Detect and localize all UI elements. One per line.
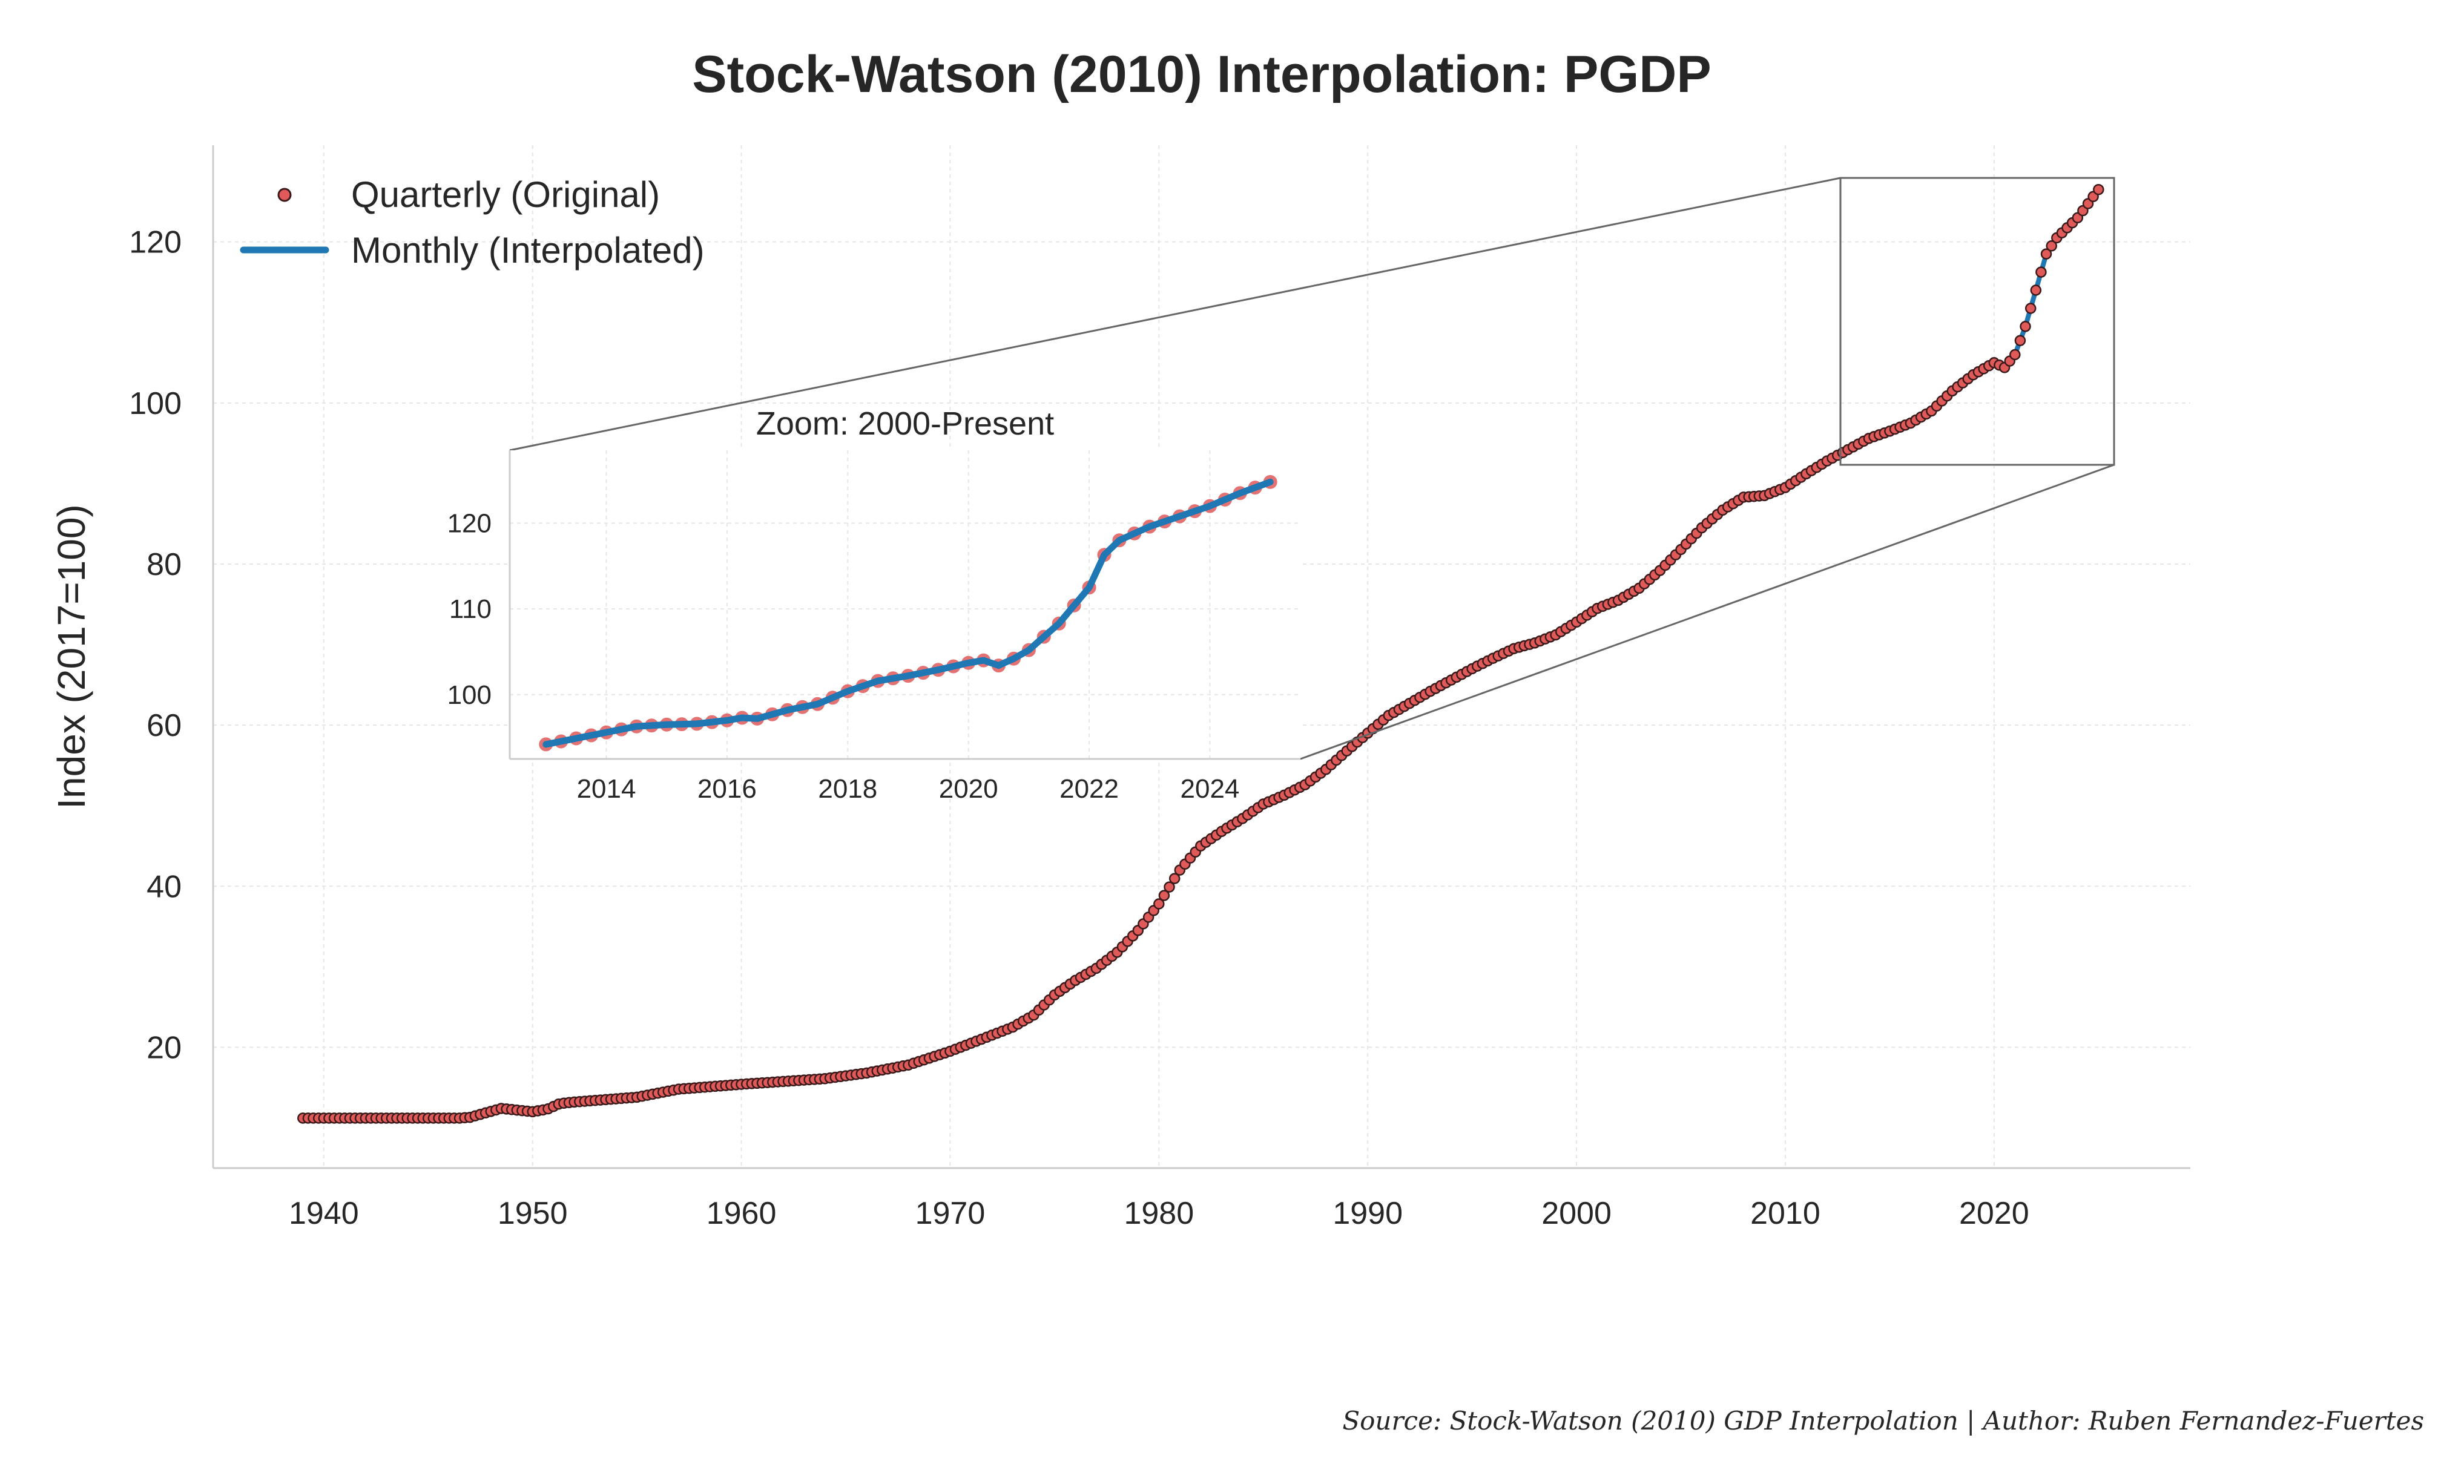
inset-x-tick-labels: 2014 2016 2018 2020 2022 2024 bbox=[577, 774, 1240, 804]
y-tick-label: 20 bbox=[147, 1030, 182, 1065]
inset-x-tick-label: 2018 bbox=[818, 774, 877, 804]
chart-title: Stock-Watson (2010) Interpolation: PGDP bbox=[692, 45, 1711, 103]
y-tick-label: 80 bbox=[147, 547, 182, 582]
quarterly-marker bbox=[2040, 248, 2052, 260]
inset-y-tick-label: 110 bbox=[449, 594, 492, 624]
inset-y-tick-labels: 100 110 120 bbox=[447, 508, 492, 709]
quarterly-marker bbox=[2030, 284, 2042, 296]
quarterly-marker bbox=[1168, 873, 1181, 884]
x-tick-label: 1940 bbox=[289, 1196, 359, 1231]
x-tick-label: 1960 bbox=[707, 1196, 777, 1231]
quarterly-marker bbox=[2093, 183, 2104, 195]
y-tick-label: 40 bbox=[147, 869, 182, 904]
inset-x-tick-label: 2016 bbox=[697, 774, 757, 804]
legend-marker-quarterly bbox=[277, 188, 292, 202]
y-axis-label: Index (2017=100) bbox=[50, 504, 93, 809]
y-tick-label: 60 bbox=[147, 708, 182, 743]
legend-label-monthly: Monthly (Interpolated) bbox=[351, 230, 705, 271]
inset-monthly-line bbox=[542, 478, 1274, 748]
inset-background bbox=[510, 450, 1300, 759]
quarterly-original-markers bbox=[297, 183, 2104, 1124]
y-tick-label: 120 bbox=[129, 225, 182, 260]
legend-label-quarterly: Quarterly (Original) bbox=[351, 174, 660, 215]
zoom-inset: 2014 2016 2018 2020 2022 2024 100 110 120 Zoom:… bbox=[447, 405, 1300, 804]
quarterly-marker bbox=[2035, 266, 2047, 278]
quarterly-marker bbox=[2020, 321, 2031, 332]
x-tick-label: 2010 bbox=[1750, 1196, 1820, 1231]
y-tick-labels: 20 40 60 80 100 120 bbox=[129, 225, 182, 1066]
x-tick-label: 2020 bbox=[1959, 1196, 2029, 1231]
inset-x-tick-label: 2022 bbox=[1059, 774, 1119, 804]
x-tick-label: 1990 bbox=[1332, 1196, 1403, 1231]
inset-title: Zoom: 2000-Present bbox=[756, 405, 1054, 442]
zoom-connector-bottom bbox=[1300, 464, 2115, 760]
quarterly-marker bbox=[1158, 890, 1170, 901]
inset-y-tick-label: 120 bbox=[447, 508, 492, 538]
inset-y-tick-label: 100 bbox=[447, 680, 492, 710]
quarterly-marker bbox=[2009, 349, 2021, 361]
quarterly-marker bbox=[2024, 303, 2037, 314]
main-axes bbox=[212, 145, 2190, 1169]
quarterly-marker bbox=[2014, 335, 2026, 346]
zoom-indicator bbox=[509, 177, 2115, 760]
x-tick-label: 1980 bbox=[1124, 1196, 1194, 1231]
zoom-region-box bbox=[1839, 177, 2115, 466]
inset-x-tick-label: 2014 bbox=[577, 774, 636, 804]
quarterly-marker bbox=[1164, 881, 1175, 893]
main-series bbox=[297, 183, 2104, 1124]
legend: Quarterly (Original) Monthly (Interpolat… bbox=[240, 174, 705, 271]
inset-gridlines bbox=[510, 450, 1300, 759]
x-tick-label: 1950 bbox=[498, 1196, 568, 1231]
y-tick-label: 100 bbox=[129, 386, 182, 421]
source-note: Source: Stock-Watson (2010) GDP Interpol… bbox=[1342, 1406, 2424, 1436]
quarterly-marker bbox=[1153, 898, 1165, 910]
x-tick-labels: 1940 1950 1960 1970 1980 1990 2000 2010 2020 bbox=[289, 1196, 2029, 1231]
inset-x-tick-label: 2020 bbox=[939, 774, 998, 804]
inset-x-tick-label: 2024 bbox=[1181, 774, 1240, 804]
zoom-connector-top bbox=[509, 177, 1841, 451]
quarterly-marker bbox=[2046, 240, 2057, 252]
x-tick-label: 2000 bbox=[1541, 1196, 1612, 1231]
x-tick-label: 1970 bbox=[915, 1196, 986, 1231]
